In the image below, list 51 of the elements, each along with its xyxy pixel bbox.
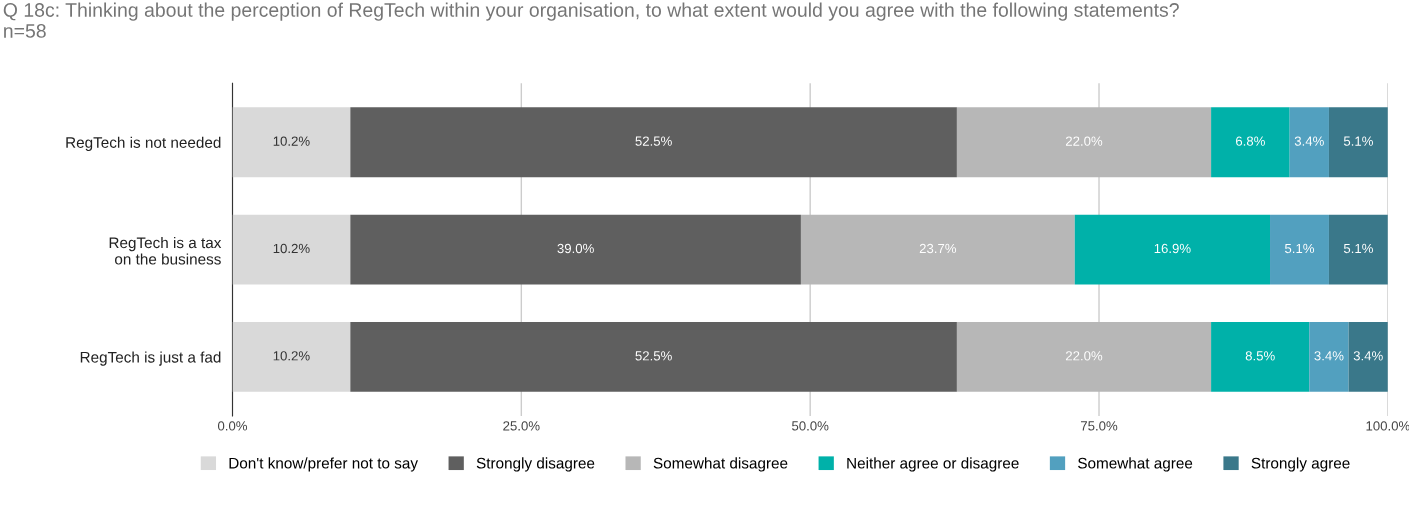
bar	[232, 214, 351, 285]
data-label: 52.5%	[635, 136, 672, 146]
data-label: 22.0%	[1065, 136, 1103, 146]
bar	[232, 322, 351, 392]
x-tick-label: 75.0%	[1080, 421, 1118, 431]
data-label: 16.9%	[1154, 243, 1191, 254]
data-label: 23.7%	[919, 243, 957, 254]
legend-label: Don't know/prefer not to say	[229, 457, 418, 472]
bar	[956, 107, 1212, 178]
y-tick-label: RegTech is not needed	[66, 136, 221, 151]
data-label: 5.1%	[1284, 243, 1315, 254]
chart-title: Q 18c: Thinking about the perception of RegTech within your organisation, to what extent would you agree with the following statements? n=58	[3, 2, 1179, 38]
bar	[1328, 107, 1388, 178]
bar	[1211, 322, 1310, 392]
data-label: 39.0%	[557, 243, 594, 254]
data-label: 3.4%	[1353, 351, 1383, 361]
legend-label: Strongly agree	[1251, 457, 1350, 472]
legend-label: Strongly disagree	[476, 457, 595, 472]
legend-label: Neither agree or disagree	[847, 457, 1019, 472]
data-label: 10.2%	[273, 243, 310, 254]
bar	[1270, 214, 1329, 285]
bar	[1348, 322, 1388, 392]
x-tick-label: 50.0%	[792, 421, 829, 431]
bar	[350, 107, 957, 178]
x-tick-label: 0.0%	[217, 421, 248, 431]
x-tick-label: 25.0%	[503, 421, 540, 431]
bar	[1328, 214, 1388, 285]
data-label: 22.0%	[1065, 351, 1103, 361]
y-tick-label: RegTech is a tax on the business	[109, 236, 222, 265]
data-label: 6.8%	[1236, 136, 1265, 146]
bar	[956, 322, 1212, 392]
bar	[1309, 322, 1349, 392]
data-label: 5.1%	[1343, 243, 1373, 254]
y-tick-label: RegTech is just a fad	[80, 351, 221, 366]
data-label: 8.5%	[1245, 351, 1275, 361]
data-label: 10.2%	[273, 351, 310, 361]
bar	[1211, 107, 1290, 178]
legend-label: Somewhat agree	[1078, 457, 1193, 472]
bar	[800, 214, 1075, 285]
bar	[232, 107, 351, 178]
data-label: 5.1%	[1343, 136, 1373, 146]
bar	[1289, 107, 1329, 178]
data-label: 3.4%	[1314, 351, 1344, 361]
bar	[350, 214, 801, 285]
bar	[1074, 214, 1271, 285]
legend-label: Somewhat disagree	[653, 457, 788, 472]
data-label: 3.4%	[1294, 136, 1324, 146]
data-label: 10.2%	[273, 136, 310, 146]
x-tick-label: 100.0%	[1366, 421, 1409, 431]
data-label: 52.5%	[635, 351, 672, 361]
bar	[350, 322, 957, 392]
